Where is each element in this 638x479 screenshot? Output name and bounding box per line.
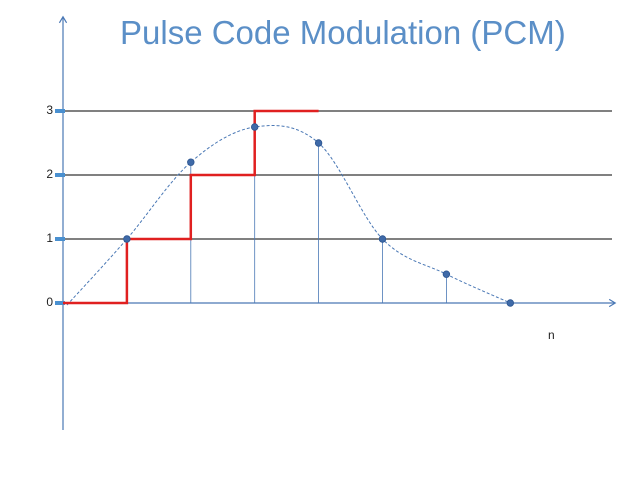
sample-point-2: [187, 158, 195, 166]
sample-point-3: [250, 123, 259, 131]
sample-points: [123, 123, 514, 307]
sample-point-4: [314, 139, 323, 147]
y-tick-label-0: 0: [46, 295, 53, 309]
sample-point-1: [123, 235, 131, 243]
sample-point-5: [378, 235, 387, 243]
analog-signal: [66, 125, 511, 306]
sample-point-6: [442, 270, 451, 278]
y-tick-label-3: 3: [46, 103, 53, 117]
axes: [55, 15, 617, 430]
x-axis-label: n: [548, 328, 555, 342]
y-tick-label-2: 2: [46, 167, 53, 181]
sample-stems: [126, 127, 447, 303]
quantized-signal: [63, 109, 319, 305]
sample-point-7: [506, 299, 514, 307]
quantized-staircase: [63, 109, 319, 305]
grid-lines: [63, 110, 612, 240]
y-tick-label-1: 1: [46, 231, 53, 245]
figure-title: Pulse Code Modulation (PCM): [120, 14, 566, 51]
analog-curve: [66, 125, 511, 306]
